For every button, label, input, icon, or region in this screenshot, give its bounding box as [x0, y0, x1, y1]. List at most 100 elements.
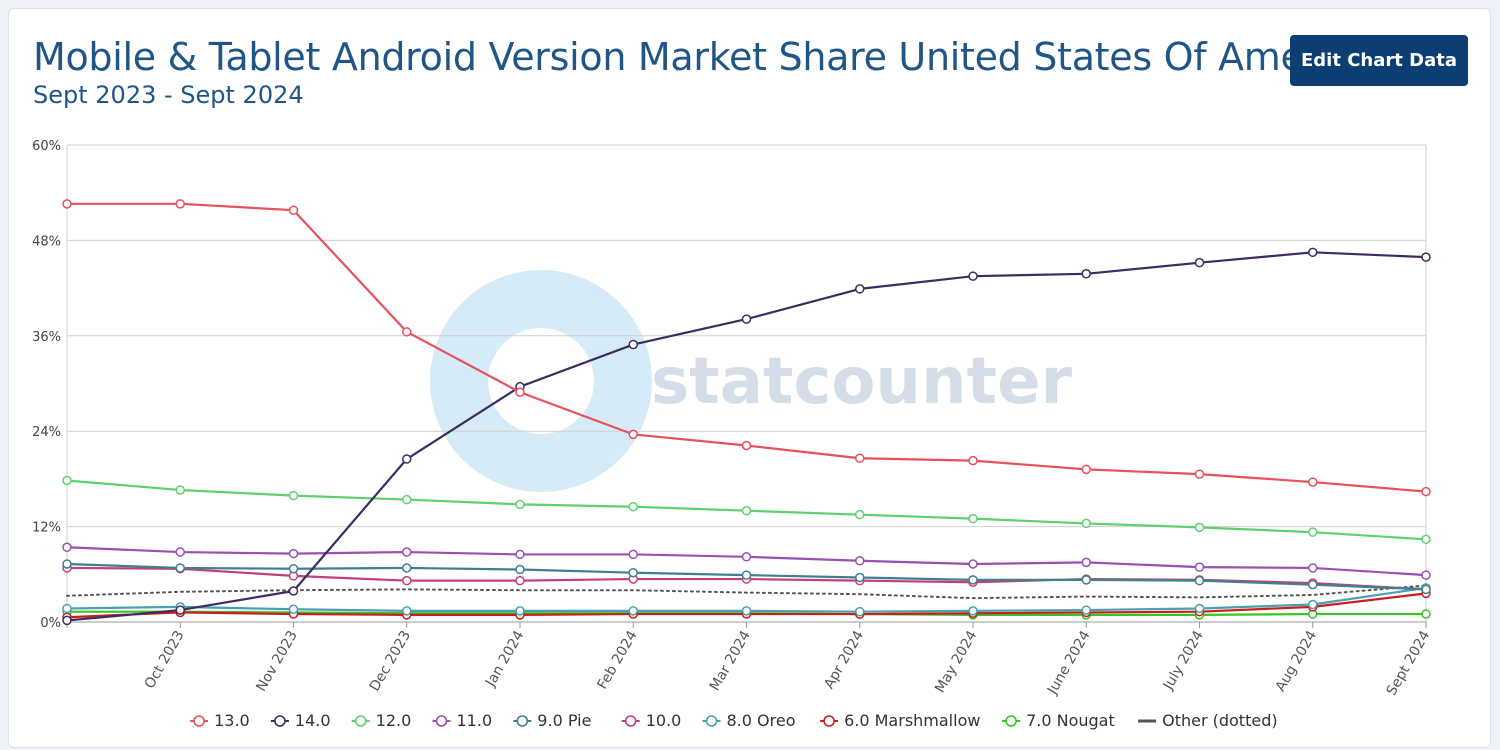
- x-tick-label: Mar 2024: [707, 628, 754, 694]
- data-point[interactable]: [1081, 605, 1091, 615]
- legend-item[interactable]: 9.0 Pie: [513, 711, 591, 730]
- data-point[interactable]: [741, 440, 752, 451]
- data-point[interactable]: [741, 606, 752, 616]
- data-point[interactable]: [1421, 486, 1431, 497]
- data-point[interactable]: [1421, 534, 1431, 545]
- data-point[interactable]: [62, 542, 72, 553]
- data-point[interactable]: [1308, 563, 1318, 573]
- data-point[interactable]: [968, 271, 978, 281]
- data-point[interactable]: [1081, 518, 1091, 529]
- data-point[interactable]: [288, 548, 299, 559]
- data-point[interactable]: [1081, 557, 1091, 568]
- data-point[interactable]: [175, 485, 185, 495]
- legend-item[interactable]: 11.0: [432, 711, 493, 730]
- x-tick-label: June 2024: [1044, 628, 1094, 698]
- data-point[interactable]: [968, 559, 978, 569]
- data-point[interactable]: [62, 615, 72, 626]
- data-point[interactable]: [62, 603, 72, 614]
- data-point[interactable]: [62, 559, 72, 569]
- series-13-0: [62, 199, 1431, 497]
- data-point[interactable]: [855, 556, 865, 566]
- data-point[interactable]: [288, 586, 299, 596]
- data-point[interactable]: [1194, 469, 1205, 479]
- legend-item[interactable]: 10.0: [621, 711, 682, 730]
- legend-swatch: [354, 715, 367, 727]
- data-point[interactable]: [1194, 562, 1205, 572]
- data-point[interactable]: [855, 284, 865, 294]
- legend-item[interactable]: 13.0: [190, 711, 250, 730]
- data-point[interactable]: [1421, 609, 1431, 619]
- data-point[interactable]: [968, 606, 978, 616]
- data-point[interactable]: [62, 475, 72, 486]
- data-point[interactable]: [62, 199, 72, 209]
- legend-item[interactable]: 7.0 Nougat: [1002, 711, 1115, 730]
- data-point[interactable]: [855, 606, 865, 617]
- statcounter-watermark: statcounter: [430, 270, 1073, 492]
- data-point[interactable]: [968, 575, 978, 585]
- data-point[interactable]: [1081, 575, 1091, 585]
- legend-swatch: [823, 715, 835, 727]
- data-point[interactable]: [968, 513, 978, 524]
- data-point[interactable]: [288, 205, 299, 215]
- data-point[interactable]: [741, 570, 752, 580]
- data-point[interactable]: [741, 505, 752, 516]
- data-point[interactable]: [1308, 477, 1318, 487]
- data-point[interactable]: [968, 455, 978, 466]
- data-point[interactable]: [1308, 527, 1318, 537]
- data-point[interactable]: [515, 606, 525, 616]
- data-point[interactable]: [402, 563, 412, 573]
- data-point[interactable]: [1421, 584, 1431, 595]
- data-point[interactable]: [855, 572, 865, 583]
- data-point[interactable]: [1308, 579, 1318, 590]
- legend-item[interactable]: 12.0: [351, 711, 412, 730]
- y-tick-label: 60%: [32, 139, 61, 154]
- data-point[interactable]: [175, 605, 185, 615]
- data-point[interactable]: [288, 604, 299, 615]
- data-point[interactable]: [515, 564, 525, 575]
- data-point[interactable]: [1194, 522, 1205, 533]
- data-point[interactable]: [515, 499, 525, 510]
- data-point[interactable]: [1421, 570, 1431, 580]
- edit-chart-data-button[interactable]: Edit Chart Data: [1290, 35, 1468, 86]
- data-point[interactable]: [741, 552, 752, 562]
- series-line: [66, 584, 1427, 600]
- data-point[interactable]: [288, 563, 299, 574]
- data-point[interactable]: [402, 606, 412, 616]
- data-point[interactable]: [402, 494, 412, 505]
- data-point[interactable]: [402, 327, 412, 337]
- data-point[interactable]: [402, 454, 412, 464]
- data-point[interactable]: [1308, 247, 1318, 258]
- data-point[interactable]: [855, 453, 865, 463]
- data-point[interactable]: [628, 567, 638, 578]
- data-point[interactable]: [175, 199, 185, 209]
- data-point[interactable]: [1194, 575, 1205, 586]
- legend-item[interactable]: 14.0: [270, 711, 331, 730]
- data-point[interactable]: [855, 509, 865, 520]
- data-point[interactable]: [1308, 599, 1318, 610]
- data-point[interactable]: [1081, 464, 1091, 475]
- data-point[interactable]: [402, 547, 412, 557]
- x-tick-label: July 2024: [1160, 628, 1207, 693]
- data-point[interactable]: [175, 563, 185, 573]
- data-point[interactable]: [628, 429, 638, 440]
- data-point[interactable]: [288, 490, 299, 501]
- data-point[interactable]: [741, 314, 752, 324]
- data-point[interactable]: [628, 606, 638, 616]
- data-point[interactable]: [402, 575, 412, 586]
- legend-item[interactable]: 8.0 Oreo: [702, 711, 796, 730]
- data-point[interactable]: [175, 547, 185, 557]
- y-tick-label: 36%: [32, 330, 61, 345]
- data-point[interactable]: [628, 549, 638, 560]
- data-point[interactable]: [515, 549, 525, 560]
- data-point[interactable]: [628, 501, 638, 512]
- data-point[interactable]: [1194, 603, 1205, 614]
- data-point[interactable]: [628, 339, 638, 350]
- data-point[interactable]: [1194, 257, 1205, 268]
- legend-item[interactable]: 6.0 Marshmallow: [820, 711, 980, 730]
- data-point[interactable]: [1081, 269, 1091, 279]
- data-point[interactable]: [515, 575, 525, 586]
- series-line: [66, 251, 1427, 622]
- data-point[interactable]: [515, 387, 525, 397]
- data-point[interactable]: [1421, 252, 1431, 262]
- legend-item[interactable]: Other (dotted): [1138, 711, 1278, 730]
